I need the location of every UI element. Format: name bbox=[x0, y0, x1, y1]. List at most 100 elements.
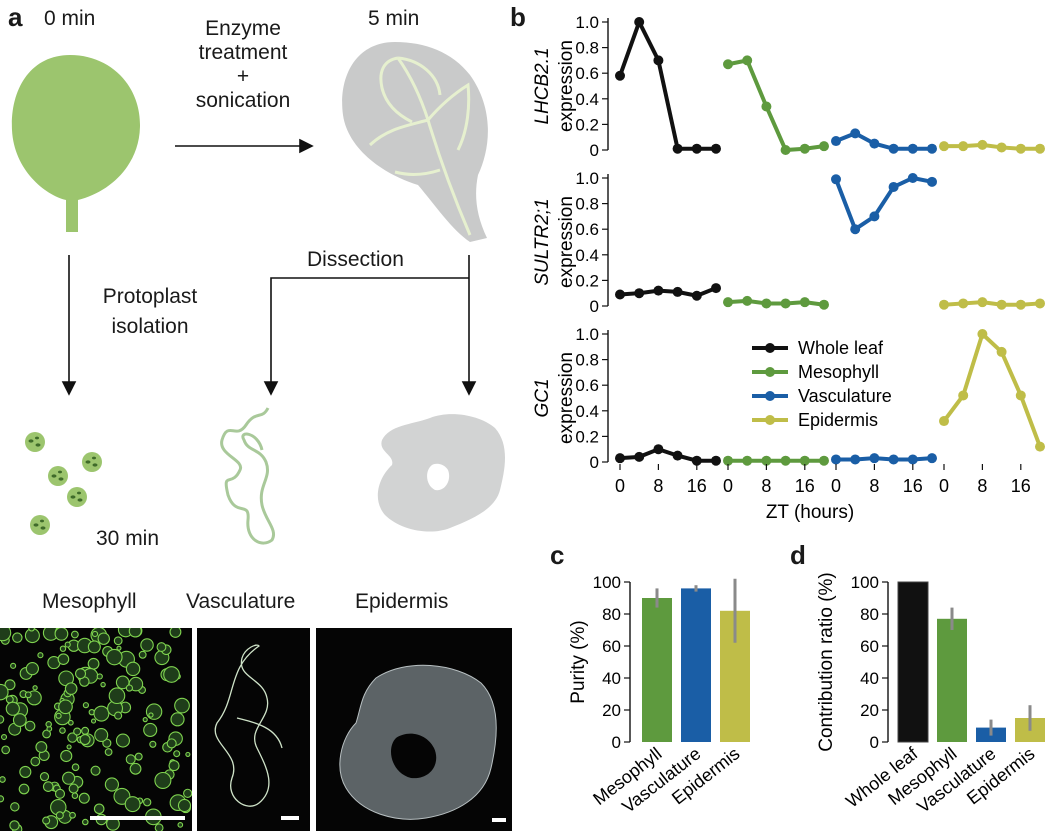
data-point bbox=[850, 128, 861, 139]
legend-marker bbox=[765, 415, 775, 425]
protoplast-dot bbox=[128, 628, 142, 638]
data-point bbox=[672, 286, 683, 297]
x-tick-label: 0 bbox=[723, 476, 733, 496]
protoplast-dot bbox=[170, 712, 185, 727]
data-point bbox=[927, 453, 937, 464]
tissue-label-mesophyll: Mesophyll bbox=[42, 590, 137, 613]
data-point bbox=[691, 290, 702, 301]
x-tick-label: 16 bbox=[903, 476, 923, 496]
protoplast-dot bbox=[30, 756, 41, 767]
mesophyll-micrograph bbox=[0, 628, 192, 831]
protoplast-dot bbox=[5, 701, 20, 716]
data-point bbox=[1035, 441, 1045, 452]
protoplast-dot bbox=[64, 641, 71, 648]
protoplast-dot bbox=[0, 715, 5, 724]
protoplast-dot bbox=[90, 765, 101, 776]
protoplast-dot bbox=[78, 792, 90, 804]
protoplast-step-text: Protoplast isolation bbox=[102, 285, 198, 338]
data-point bbox=[996, 299, 1007, 310]
protoplast-dot bbox=[156, 642, 167, 653]
protoplast-dot bbox=[148, 712, 154, 718]
protoplast-dot bbox=[163, 666, 180, 683]
data-point bbox=[691, 455, 702, 466]
x-tick-label: 0 bbox=[831, 476, 841, 496]
y-tick-label: 80 bbox=[602, 605, 621, 624]
protoplast-dot bbox=[69, 811, 76, 819]
dissection-step-text: Dissection bbox=[307, 248, 404, 271]
protoplast-dot bbox=[70, 630, 79, 639]
bar-mesophyll bbox=[642, 598, 672, 742]
protoplast-dot bbox=[42, 781, 54, 792]
time-30-label: 30 min bbox=[96, 527, 160, 550]
data-point bbox=[869, 211, 880, 222]
y-tick-label: 0.8 bbox=[575, 351, 599, 370]
protoplast-dot bbox=[125, 754, 136, 765]
y-tick-label: 40 bbox=[860, 669, 879, 688]
data-point bbox=[1015, 299, 1026, 310]
protoplast-dot bbox=[174, 697, 190, 714]
data-point bbox=[723, 455, 733, 466]
protoplast-dot bbox=[166, 738, 177, 749]
legend-label: Epidermis bbox=[798, 410, 878, 430]
protoplast-dot bbox=[116, 645, 122, 651]
data-point bbox=[723, 59, 733, 70]
x-tick-label: 16 bbox=[1011, 476, 1031, 496]
data-point bbox=[799, 455, 810, 466]
y-tick-label: 1.0 bbox=[575, 13, 599, 32]
protoplast-cells-illustration bbox=[25, 432, 102, 535]
y-tick-label: 0.2 bbox=[575, 271, 599, 290]
y-axis-label: Purity (%) bbox=[568, 620, 589, 703]
data-point bbox=[723, 297, 733, 308]
data-point bbox=[958, 298, 969, 309]
data-point bbox=[850, 454, 861, 465]
y-tick-label: 0.2 bbox=[575, 427, 599, 446]
data-point bbox=[927, 176, 937, 187]
y-tick-label: 0 bbox=[590, 453, 599, 472]
data-point bbox=[907, 173, 918, 183]
tissue-label-epidermis: Epidermis bbox=[355, 590, 449, 613]
protoplast-dot bbox=[67, 732, 78, 743]
protoplast-dot bbox=[59, 727, 66, 734]
protoplast-dot bbox=[154, 823, 164, 831]
protoplast-dot bbox=[82, 818, 89, 826]
protoplast-dot bbox=[108, 687, 126, 705]
data-point bbox=[653, 444, 664, 455]
protoplast-dot bbox=[177, 822, 184, 828]
protoplast-dot bbox=[79, 734, 91, 746]
data-point bbox=[634, 288, 645, 299]
protoplast-dot bbox=[32, 685, 38, 691]
protoplast-dot bbox=[0, 683, 9, 701]
x-tick-label: 8 bbox=[653, 476, 663, 496]
protoplast-dot bbox=[18, 783, 30, 795]
data-point bbox=[869, 453, 880, 464]
protoplast-dot bbox=[45, 720, 52, 728]
data-point bbox=[634, 451, 645, 462]
data-point bbox=[831, 454, 841, 465]
dissection-bracket bbox=[270, 277, 469, 382]
protoplast-dot bbox=[55, 811, 64, 820]
protoplast-dot bbox=[59, 645, 67, 652]
data-point bbox=[711, 143, 721, 154]
series-line-whole-leaf bbox=[618, 16, 716, 151]
legend-label: Vasculature bbox=[798, 386, 892, 406]
protoplast-dot bbox=[93, 803, 105, 815]
bar-mesophyll bbox=[937, 618, 967, 742]
time-0-label: 0 min bbox=[44, 7, 96, 30]
epidermis-arrow bbox=[461, 381, 477, 396]
data-point bbox=[977, 329, 988, 339]
data-point bbox=[615, 453, 625, 464]
y-tick-label: 100 bbox=[593, 573, 621, 592]
protoplast-dot bbox=[94, 728, 109, 743]
y-tick-label: 0.4 bbox=[575, 402, 599, 421]
protoplast-dot bbox=[71, 792, 79, 799]
enzyme-treated-leaf-illustration bbox=[342, 42, 488, 242]
protoplast-dot bbox=[1, 745, 11, 755]
protoplast-dot bbox=[24, 691, 32, 699]
vasculature-illustration bbox=[220, 407, 275, 545]
epidermis-illustration bbox=[377, 414, 505, 532]
scale-bar bbox=[90, 816, 185, 820]
y-tick-label: 0 bbox=[590, 141, 599, 160]
y-axis-label: Contribution ratio (%) bbox=[816, 572, 837, 752]
data-point bbox=[939, 416, 949, 427]
